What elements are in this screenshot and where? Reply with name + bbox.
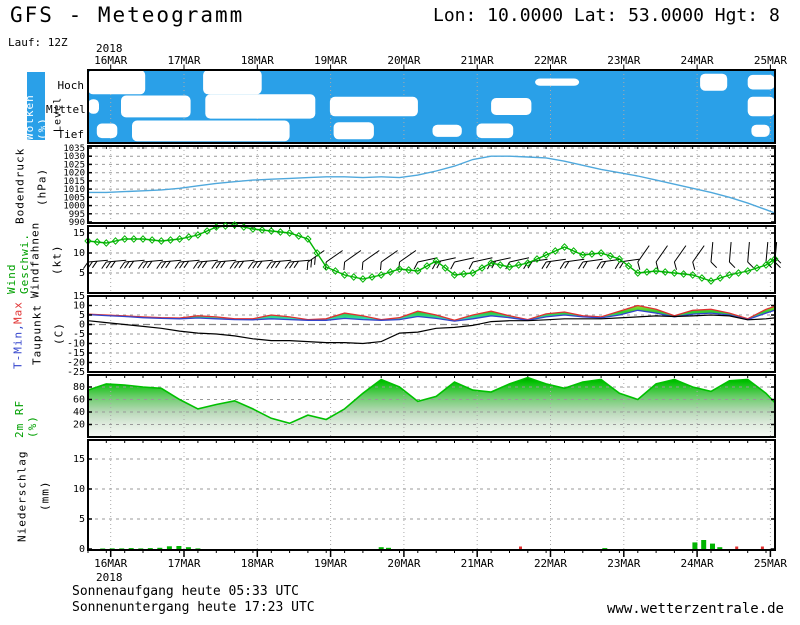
svg-text:5: 5 bbox=[79, 514, 85, 525]
svg-text:-20: -20 bbox=[67, 358, 85, 369]
cloud-row-hoch: Hoch bbox=[57, 79, 85, 92]
svg-text:23MAR: 23MAR bbox=[607, 557, 640, 570]
svg-text:16MAR: 16MAR bbox=[94, 557, 127, 570]
svg-text:15: 15 bbox=[73, 454, 85, 465]
svg-text:23MAR: 23MAR bbox=[607, 54, 640, 67]
svg-text:22MAR: 22MAR bbox=[534, 557, 567, 570]
svg-text:5: 5 bbox=[79, 310, 85, 321]
cloud-row-tief: Tief bbox=[57, 128, 85, 141]
svg-text:21MAR: 21MAR bbox=[461, 54, 494, 67]
svg-text:1010: 1010 bbox=[63, 185, 85, 195]
svg-text:16MAR: 16MAR bbox=[94, 54, 127, 67]
svg-text:80: 80 bbox=[73, 382, 85, 393]
page-title: GFS - Meteogramm bbox=[10, 3, 245, 27]
svg-text:15: 15 bbox=[73, 291, 85, 302]
svg-text:-5: -5 bbox=[73, 329, 85, 340]
cloud-panel bbox=[87, 69, 776, 144]
svg-text:2018: 2018 bbox=[96, 571, 123, 584]
svg-text:1020: 1020 bbox=[63, 169, 85, 179]
svg-text:1030: 1030 bbox=[63, 152, 85, 162]
website-text: www.wetterzentrale.de bbox=[606, 601, 784, 617]
svg-text:18MAR: 18MAR bbox=[241, 54, 274, 67]
sunset-text: Sonnenuntergang heute 17:23 UTC bbox=[72, 600, 315, 615]
svg-text:5: 5 bbox=[79, 268, 85, 279]
svg-text:10: 10 bbox=[73, 248, 85, 259]
svg-text:19MAR: 19MAR bbox=[314, 54, 347, 67]
svg-text:25MAR: 25MAR bbox=[754, 557, 787, 570]
bottom-date-axis: 16MAR 17MAR 18MAR 19MAR 20MAR 21MAR 22MAR 23MAR… bbox=[87, 550, 787, 584]
svg-text:-25: -25 bbox=[67, 367, 85, 378]
svg-text:995: 995 bbox=[69, 210, 85, 220]
sunrise-text: Sonnenaufgang heute 05:33 UTC bbox=[72, 584, 299, 599]
svg-text:17MAR: 17MAR bbox=[167, 557, 200, 570]
svg-text:0: 0 bbox=[79, 320, 85, 331]
model-run-label: Lauf: 12Z bbox=[8, 36, 68, 49]
svg-text:60: 60 bbox=[73, 395, 85, 406]
svg-text:-10: -10 bbox=[67, 339, 85, 350]
wind-panel: 15 10 5 bbox=[73, 221, 782, 294]
svg-text:0: 0 bbox=[79, 544, 85, 555]
svg-text:1035: 1035 bbox=[63, 144, 85, 154]
svg-text:15: 15 bbox=[73, 228, 85, 239]
svg-text:24MAR: 24MAR bbox=[681, 54, 714, 67]
svg-text:17MAR: 17MAR bbox=[167, 54, 200, 67]
svg-text:10: 10 bbox=[73, 484, 85, 495]
cloud-row-mittel: Mittel bbox=[46, 103, 86, 116]
precip-panel: 15 10 5 0 bbox=[73, 439, 776, 555]
svg-text:21MAR: 21MAR bbox=[461, 557, 494, 570]
svg-text:40: 40 bbox=[73, 407, 85, 418]
svg-text:10: 10 bbox=[73, 301, 85, 312]
svg-text:20: 20 bbox=[73, 420, 85, 431]
svg-text:20MAR: 20MAR bbox=[387, 54, 420, 67]
svg-text:1005: 1005 bbox=[63, 193, 85, 203]
svg-text:22MAR: 22MAR bbox=[534, 54, 567, 67]
location-coords: Lon: 10.0000 Lat: 53.0000 Hgt: 8 bbox=[433, 5, 780, 26]
svg-text:2018: 2018 bbox=[96, 42, 123, 55]
svg-text:1000: 1000 bbox=[63, 202, 85, 212]
svg-text:19MAR: 19MAR bbox=[314, 557, 347, 570]
svg-text:18MAR: 18MAR bbox=[241, 557, 274, 570]
svg-text:1015: 1015 bbox=[63, 177, 85, 187]
svg-text:1025: 1025 bbox=[63, 160, 85, 170]
svg-text:990: 990 bbox=[69, 218, 85, 228]
svg-text:-15: -15 bbox=[67, 348, 85, 359]
svg-text:25MAR: 25MAR bbox=[754, 54, 787, 67]
svg-text:20MAR: 20MAR bbox=[387, 557, 420, 570]
svg-text:24MAR: 24MAR bbox=[681, 557, 714, 570]
